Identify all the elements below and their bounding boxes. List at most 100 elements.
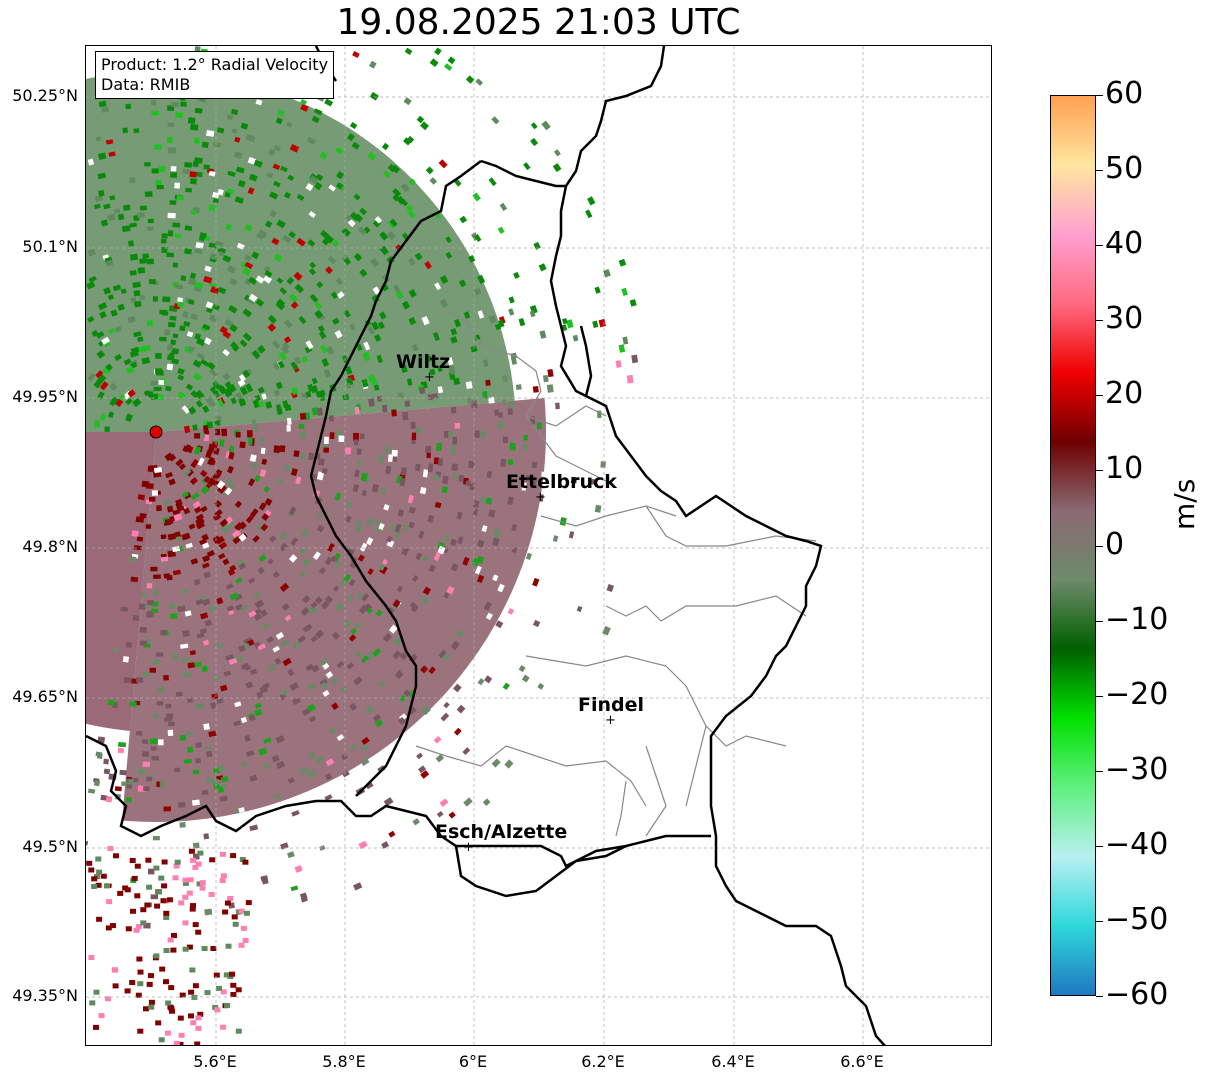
- echo-cell: [336, 734, 345, 742]
- echo-cell: [459, 215, 468, 224]
- colorbar-tick-label: −50: [1105, 901, 1169, 937]
- echo-cell: [453, 318, 461, 328]
- echo-cell: [248, 276, 258, 285]
- echo-cell: [218, 552, 226, 560]
- echo-cell: [392, 650, 402, 660]
- echo-cell: [230, 853, 237, 859]
- echo-cell: [100, 413, 107, 421]
- echo-cell: [263, 265, 271, 273]
- echo-cell: [115, 398, 124, 408]
- echo-cell: [348, 578, 356, 587]
- echo-cell: [463, 311, 471, 319]
- echo-cell: [437, 386, 443, 394]
- radar-map-panel[interactable]: [85, 45, 992, 1046]
- echo-cell: [212, 535, 221, 544]
- echo-cell: [226, 114, 234, 121]
- echo-cell: [394, 523, 402, 533]
- echo-cell: [199, 885, 206, 891]
- echo-cell: [168, 478, 176, 486]
- echo-cell: [275, 735, 285, 744]
- lat-tick-label: 49.8°N: [22, 537, 78, 556]
- echo-cell: [397, 392, 404, 399]
- echo-cell: [107, 294, 115, 301]
- echo-cell: [587, 196, 596, 206]
- echo-cell: [97, 172, 107, 180]
- echo-cell: [257, 229, 268, 239]
- echo-cell: [117, 303, 125, 311]
- echo-cell: [153, 590, 159, 596]
- district-borders: [415, 310, 817, 837]
- echo-cell: [156, 889, 163, 895]
- echo-cell: [357, 554, 365, 562]
- echo-cell: [124, 887, 131, 893]
- echo-cell: [86, 860, 93, 866]
- colorbar-tick-mark: [1096, 695, 1103, 697]
- echo-cell: [418, 386, 426, 394]
- echo-cell: [492, 537, 500, 547]
- echo-cell: [385, 465, 392, 475]
- echo-cell: [287, 777, 295, 784]
- colorbar-tick-mark: [1096, 320, 1103, 322]
- echo-cell: [390, 523, 397, 532]
- echo-cell: [226, 188, 235, 195]
- echo-cell: [272, 362, 280, 371]
- echo-cell: [428, 564, 436, 573]
- echo-cell: [429, 368, 436, 376]
- echo-cell: [371, 321, 380, 331]
- echo-cell: [213, 972, 220, 978]
- echo-cell: [189, 477, 198, 485]
- colorbar-tick-label: 0: [1105, 526, 1125, 562]
- echo-cell: [491, 116, 500, 125]
- echo-sector: [86, 432, 156, 731]
- echo-cell: [95, 882, 102, 888]
- echo-cell: [171, 358, 180, 365]
- echo-cell: [363, 341, 371, 351]
- echo-cell: [305, 391, 312, 398]
- echo-cell: [230, 341, 238, 350]
- echo-cell: [370, 378, 378, 386]
- colorbar-tick-mark: [1096, 395, 1103, 397]
- echo-cell: [164, 452, 174, 462]
- echo-cell: [167, 729, 174, 736]
- echo-cell: [212, 380, 221, 390]
- echo-cell: [267, 148, 276, 156]
- echo-cell: [223, 972, 230, 978]
- echo-cell: [137, 267, 146, 274]
- echo-cell: [183, 321, 191, 327]
- echo-cell: [105, 363, 113, 371]
- echo-cell: [345, 515, 352, 523]
- echo-cell: [450, 563, 459, 572]
- colorbar-tick-label: −60: [1105, 977, 1169, 1012]
- echo-cell: [188, 278, 197, 286]
- echo-cell: [267, 558, 274, 565]
- echo-cell: [190, 390, 200, 399]
- echo-cell: [486, 471, 492, 478]
- echo-cell: [235, 603, 244, 611]
- echo-cell: [143, 1006, 149, 1012]
- echo-cell: [260, 875, 269, 882]
- echo-cell: [117, 741, 127, 748]
- echo-cell: [326, 346, 335, 355]
- echo-cell: [282, 341, 290, 350]
- echo-cell: [100, 873, 107, 879]
- echo-cell: [188, 406, 197, 415]
- echo-cell: [125, 413, 134, 422]
- echo-cell: [195, 171, 203, 178]
- echo-cell: [406, 135, 415, 144]
- echo-cell: [417, 765, 427, 774]
- echo-cell: [176, 505, 185, 512]
- echo-cell: [485, 379, 491, 386]
- echo-cell: [237, 656, 244, 663]
- echo-cell: [172, 653, 179, 660]
- echo-cell: [373, 518, 380, 526]
- echo-cell: [334, 330, 343, 339]
- echo-cell: [397, 716, 407, 726]
- echo-cell: [105, 925, 112, 931]
- echo-cell: [151, 110, 160, 116]
- echo-cell: [284, 464, 292, 473]
- echo-cell: [192, 922, 199, 928]
- echo-cell: [225, 943, 232, 949]
- echo-cell: [212, 191, 220, 199]
- echo-cell: [340, 753, 348, 761]
- echo-cell: [161, 859, 168, 865]
